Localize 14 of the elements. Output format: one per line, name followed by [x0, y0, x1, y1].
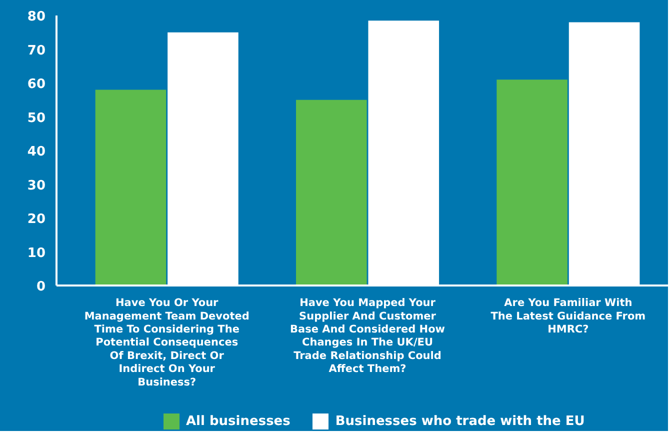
y-tick-label: 30	[27, 178, 46, 194]
legend-label: All businesses	[186, 414, 290, 428]
y-tick-label: 80	[27, 10, 46, 24]
x-tick-label: Have You Mapped Your Supplier And Customer Base And Considered How Changes In The UK/EU Trade Relationship Could Affect Them?	[290, 297, 446, 376]
y-tick-label: 50	[27, 110, 46, 126]
y-tick-label: 60	[27, 77, 46, 92]
y-tick-label: 0	[36, 280, 46, 294]
y-tick-label: 20	[27, 212, 46, 227]
y-tick-label: 40	[27, 144, 46, 160]
x-tick-label: Have You Or Your Management Team Devoted Time To Considering The Potential Consequences Of Brexit, Direct Or Indirect On Your Business?	[84, 297, 250, 388]
y-tick-label: 10	[27, 246, 46, 261]
x-tick-label: Are You Familiar With The Latest Guidance From HMRC?	[490, 297, 646, 336]
legend-label: Businesses who trade with the EU	[335, 414, 585, 428]
y-tick-label: 70	[27, 43, 46, 58]
